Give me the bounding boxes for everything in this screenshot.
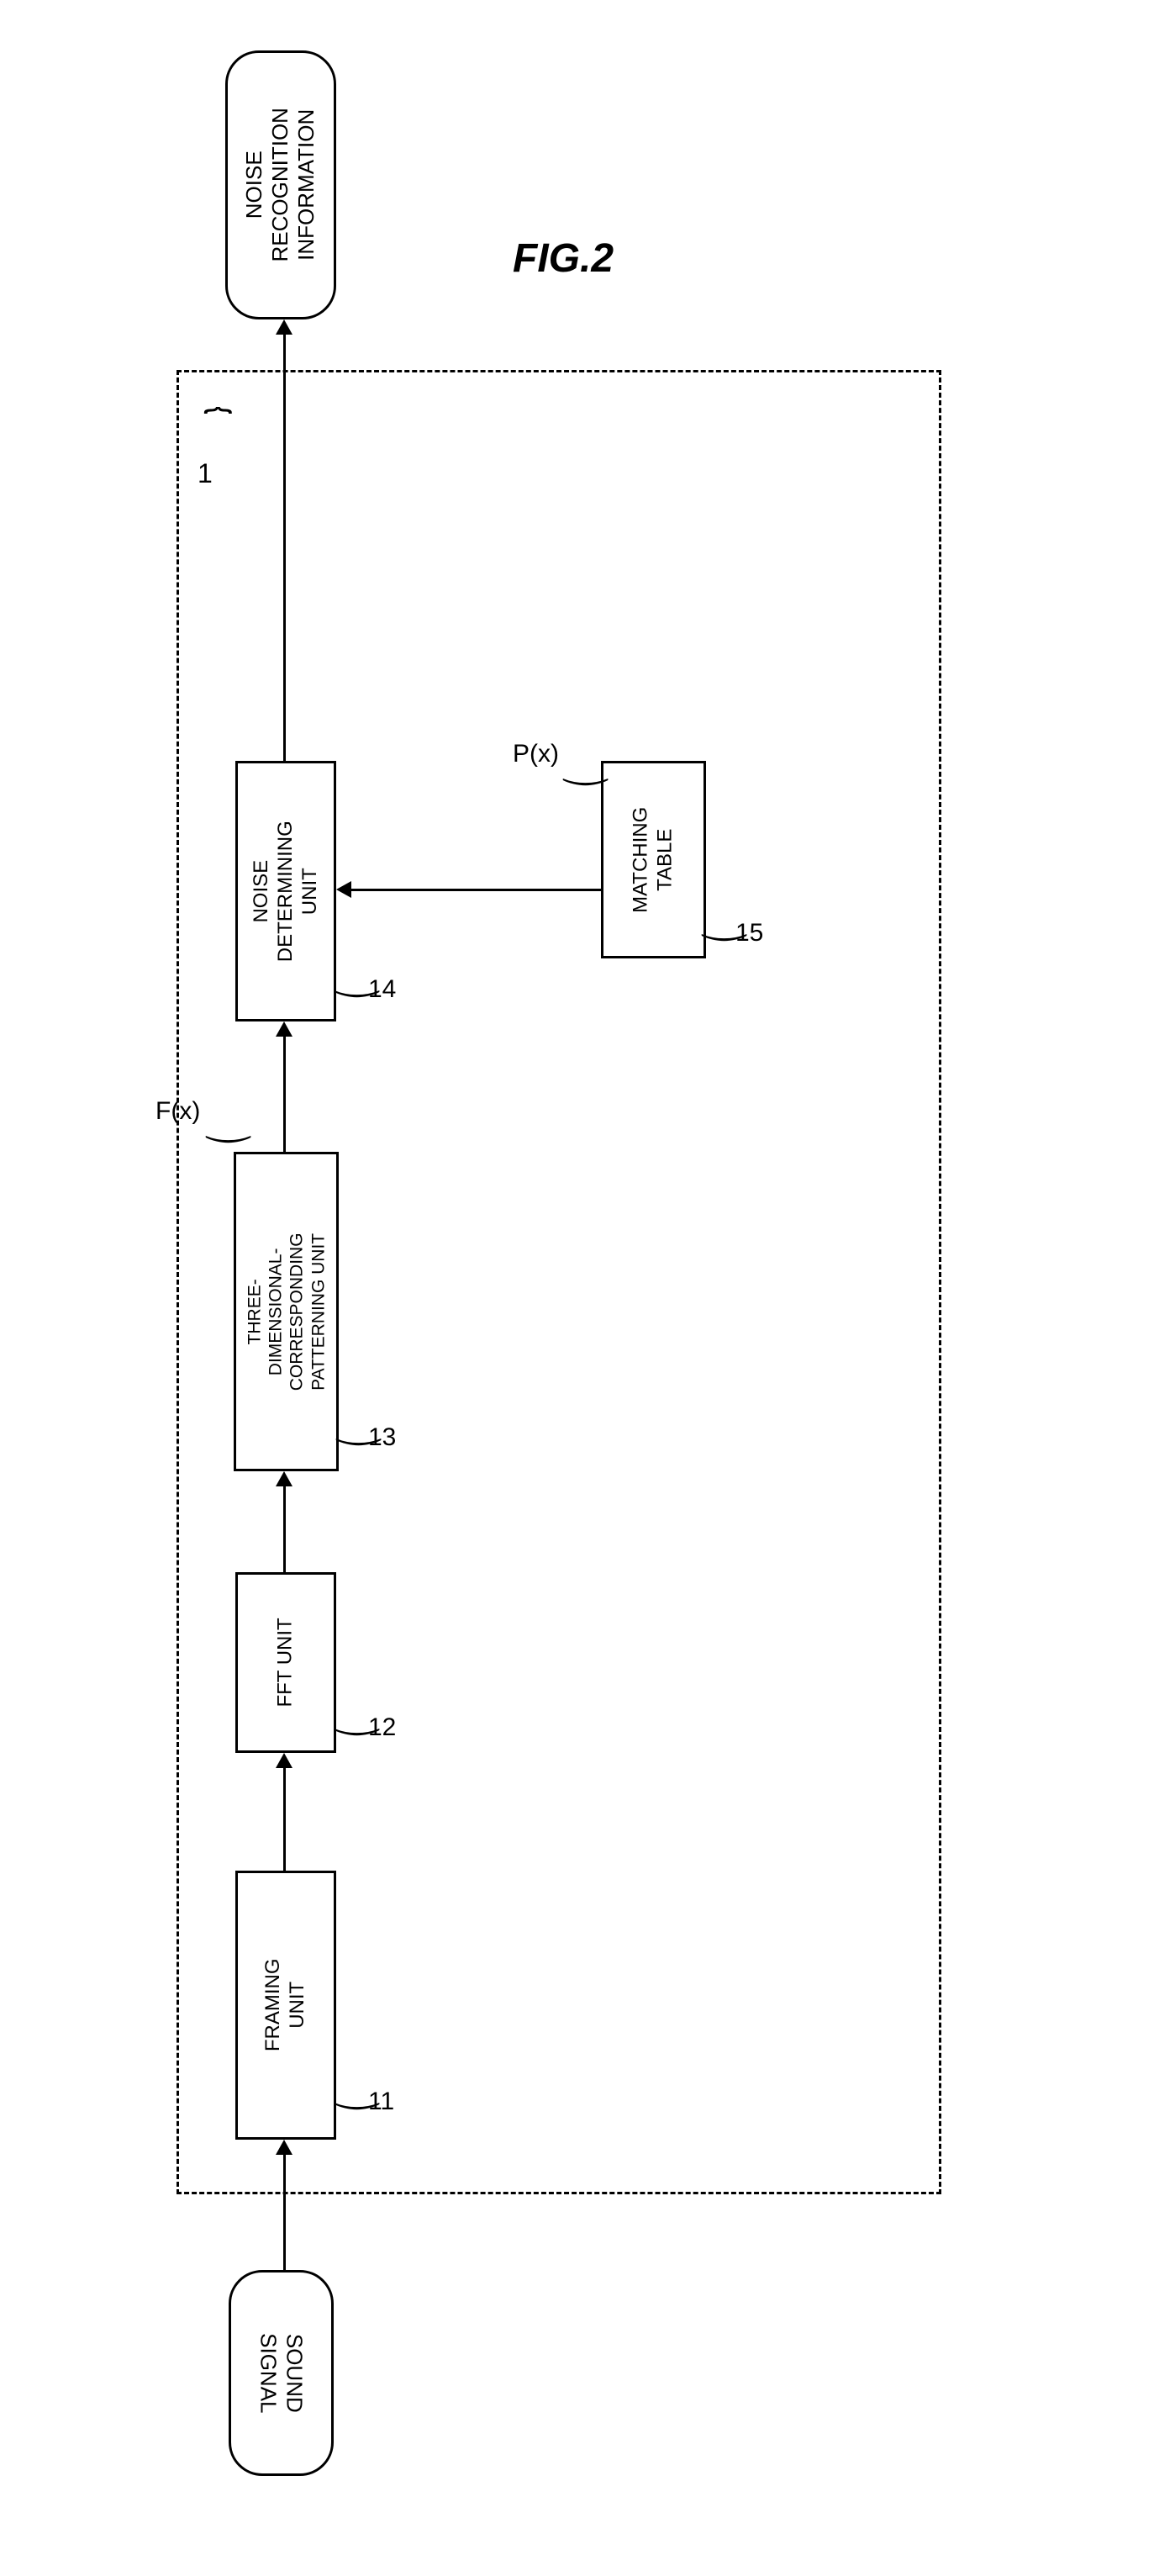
fft-unit-box: FFT UNIT xyxy=(235,1572,336,1753)
determining-unit-box: NOISE DETERMINING UNIT xyxy=(235,761,336,1021)
arrow-determining-output xyxy=(283,335,286,761)
framing-unit-text: FRAMING UNIT xyxy=(261,1957,310,2053)
output-terminal-text: NOISE RECOGNITION INFORMATION xyxy=(241,108,320,261)
matching-label: 15 xyxy=(735,919,763,948)
arrow-head-input-framing xyxy=(276,2140,292,2155)
arrow-head-matching-determining xyxy=(336,881,351,898)
container-brace: ⏞ xyxy=(203,408,232,444)
patterning-unit-box: THREE-DIMENSIONAL- CORRESPONDING PATTERN… xyxy=(234,1152,339,1471)
matching-table-text: MATCHING TABLE xyxy=(630,806,678,912)
input-terminal-text: SOUND SIGNAL xyxy=(255,2333,307,2413)
framing-unit-box: FRAMING UNIT xyxy=(235,1871,336,2140)
figure-title: FIG.2 xyxy=(513,235,614,282)
arrow-patterning-determining xyxy=(283,1037,286,1152)
container-label: 1 xyxy=(198,458,213,489)
arrow-head-framing-fft xyxy=(276,1753,292,1768)
determining-unit-text: NOISE DETERMINING UNIT xyxy=(250,821,322,962)
px-brace: ⏝ xyxy=(562,748,609,784)
determining-label: 14 xyxy=(368,975,396,1004)
fft-unit-text: FFT UNIT xyxy=(274,1618,298,1707)
patterning-unit-text: THREE-DIMENSIONAL- CORRESPONDING PATTERN… xyxy=(244,1233,329,1391)
matching-table-box: MATCHING TABLE xyxy=(601,761,706,958)
arrow-head-patterning-determining xyxy=(276,1021,292,1037)
fft-label: 12 xyxy=(368,1713,396,1742)
arrow-head-fft-patterning xyxy=(276,1471,292,1486)
output-terminal: NOISE RECOGNITION INFORMATION xyxy=(225,50,336,319)
input-terminal: SOUND SIGNAL xyxy=(229,2270,334,2476)
fx-brace: ⏝ xyxy=(205,1106,251,1142)
framing-label: 11 xyxy=(368,2088,394,2116)
arrow-matching-determining xyxy=(351,889,601,891)
fx-signal-label: F(x) xyxy=(155,1097,200,1126)
arrow-fft-patterning xyxy=(283,1486,286,1572)
arrow-head-determining-output xyxy=(276,319,292,335)
arrow-input-framing xyxy=(283,2155,286,2270)
patterning-label: 13 xyxy=(368,1423,396,1452)
px-signal-label: P(x) xyxy=(513,740,559,768)
arrow-framing-fft xyxy=(283,1768,286,1871)
